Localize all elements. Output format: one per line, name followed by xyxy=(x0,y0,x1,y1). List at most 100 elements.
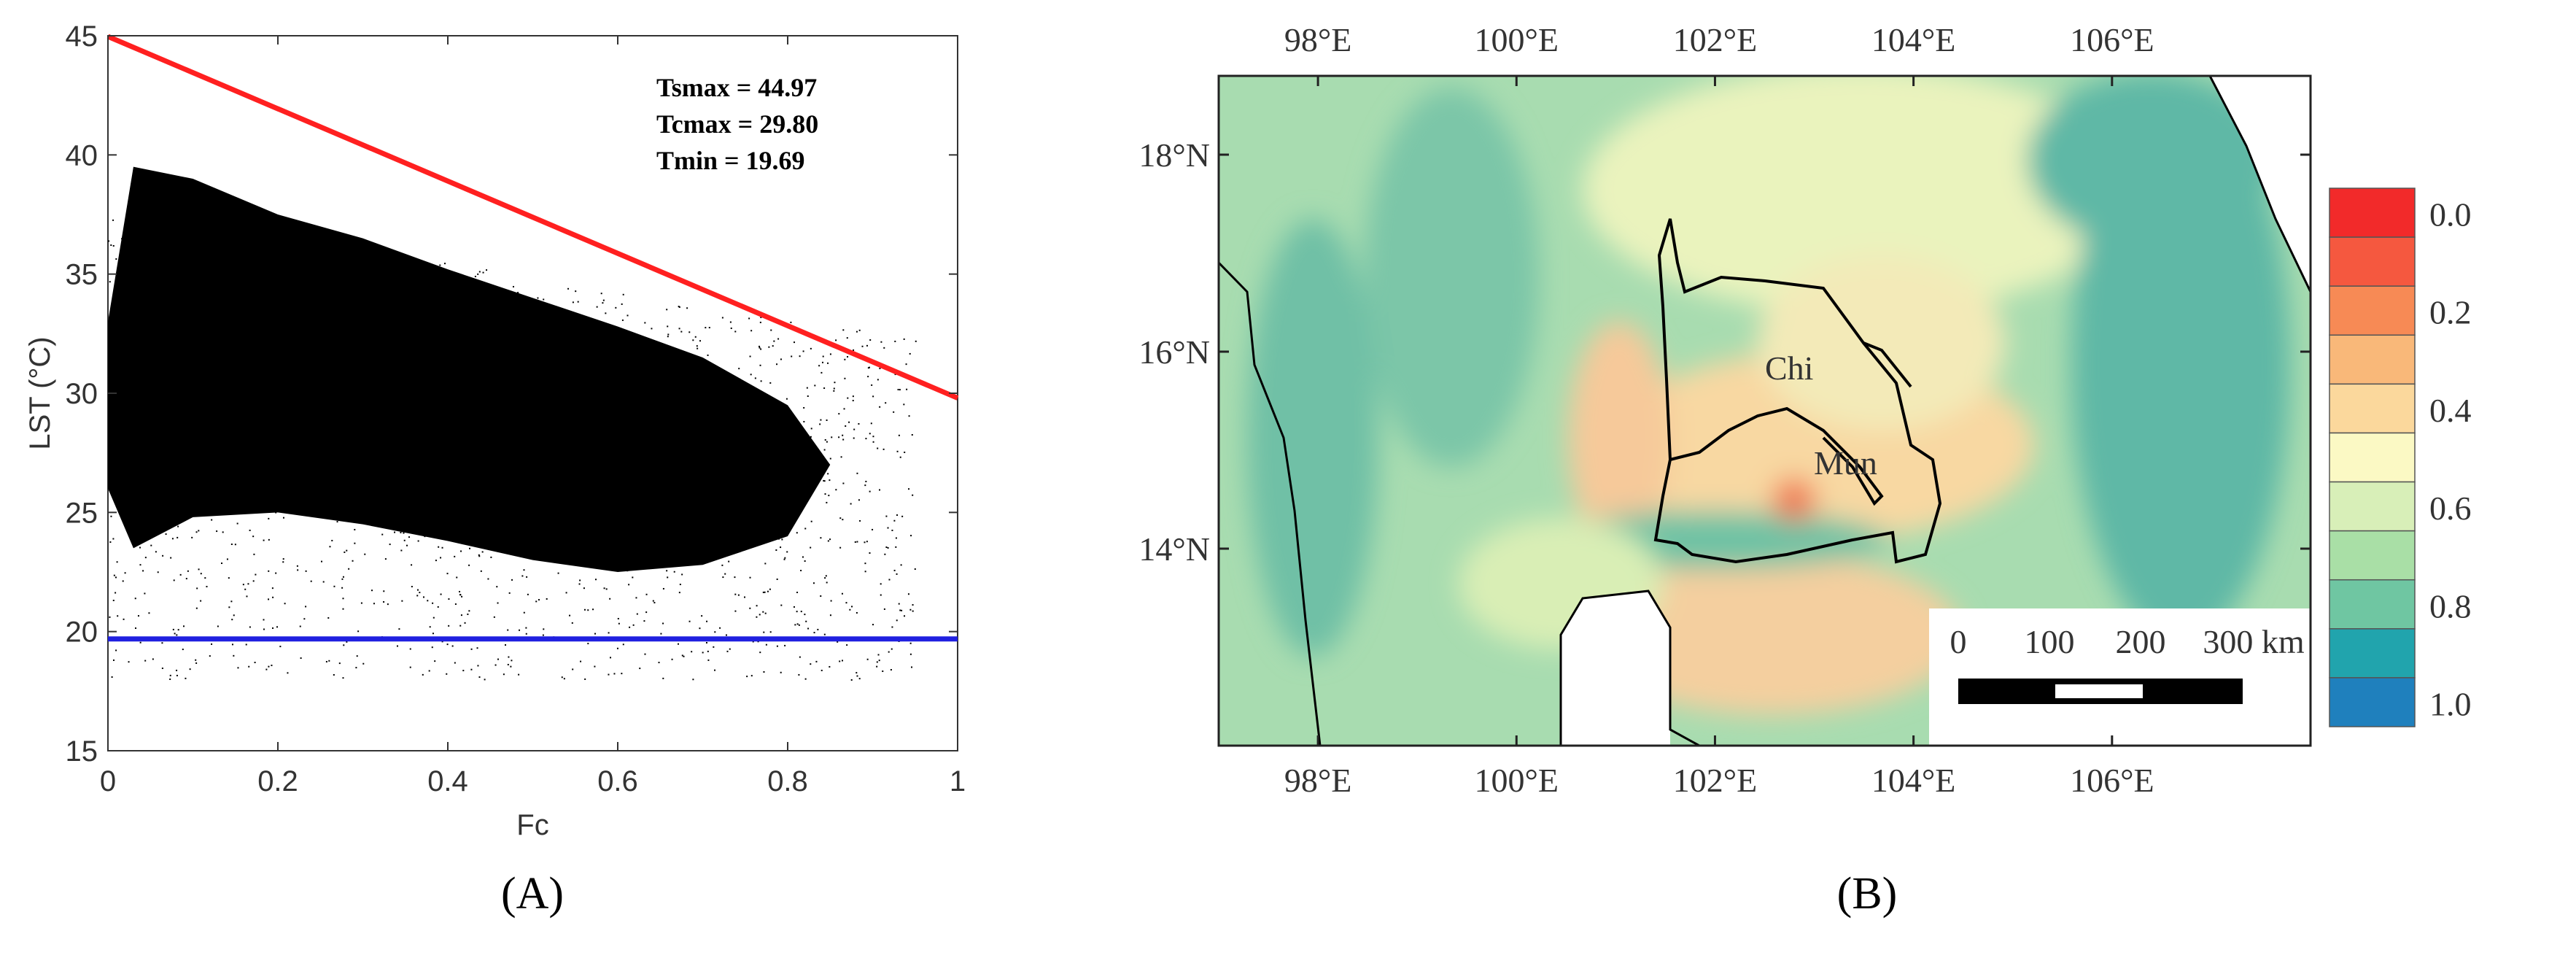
scatter-point xyxy=(265,668,268,670)
scatter-point xyxy=(342,598,344,600)
scatter-point xyxy=(419,391,422,393)
scatter-point xyxy=(249,529,251,531)
scatter-point xyxy=(357,630,360,633)
x-tick-label: 0.4 xyxy=(427,765,468,797)
scatter-point xyxy=(667,455,669,457)
scatter-point xyxy=(643,444,645,446)
scatter-point xyxy=(108,330,110,332)
scatter-point xyxy=(750,374,752,376)
scatter-point xyxy=(515,398,517,400)
scatter-point xyxy=(165,533,167,536)
scatter-point xyxy=(772,500,774,502)
scatter-point xyxy=(686,307,688,309)
scatter-point xyxy=(303,344,306,347)
scatter-point xyxy=(201,482,203,484)
scatter-point xyxy=(125,252,127,255)
scatter-point xyxy=(294,306,296,309)
scatter-point xyxy=(290,400,292,402)
scatter-point xyxy=(342,677,344,679)
scatter-point xyxy=(386,330,388,332)
scatter-point xyxy=(800,570,802,572)
scatter-point xyxy=(802,350,804,352)
scatter-point xyxy=(481,551,484,553)
scatter-point xyxy=(657,405,659,407)
scatter-point xyxy=(272,627,274,629)
scatter-point xyxy=(276,626,279,628)
scatter-point xyxy=(164,353,166,355)
scatter-point xyxy=(766,492,768,494)
scatter-point xyxy=(824,438,826,441)
scatter-point xyxy=(708,327,710,329)
scatter-point xyxy=(200,600,202,602)
scatter-point xyxy=(314,408,316,410)
scatter-point xyxy=(659,559,662,561)
scatter-point xyxy=(356,491,358,493)
scatter-point xyxy=(912,610,914,612)
scatter-point xyxy=(601,382,603,384)
map-shading xyxy=(1247,76,2290,715)
scatter-point xyxy=(263,628,265,630)
scatter-point xyxy=(642,457,644,460)
scatter-point xyxy=(170,503,172,506)
scatter-point xyxy=(774,506,776,508)
scatter-point xyxy=(645,611,648,614)
scatter-point xyxy=(903,338,905,340)
colorbar-tick-label: 0.6 xyxy=(2429,490,2472,527)
scatter-point xyxy=(432,617,435,619)
scatter-point xyxy=(272,596,274,598)
scatter-point xyxy=(762,611,764,613)
scatter-point xyxy=(626,397,628,399)
scatter-point xyxy=(818,365,820,367)
scatter-point xyxy=(150,544,152,546)
scatter-point xyxy=(269,391,271,393)
colorbar-tick-label: 1.0 xyxy=(2429,685,2472,722)
scatter-point xyxy=(305,570,307,572)
scatter-point xyxy=(644,653,646,655)
scatter-point xyxy=(893,519,896,522)
scatter-point xyxy=(341,388,344,390)
scatter-point xyxy=(440,322,442,324)
scatter-point xyxy=(253,385,255,387)
scatter-point xyxy=(446,643,449,646)
scatter-point xyxy=(723,525,725,527)
lon-label-top: 100°E xyxy=(1475,21,1559,58)
scatter-point xyxy=(346,641,348,643)
scatter-point xyxy=(236,522,238,525)
scatter-point xyxy=(760,348,762,350)
scatter-point xyxy=(131,397,133,399)
scatter-point xyxy=(717,476,719,478)
scatter-point xyxy=(328,660,330,662)
scatter-point xyxy=(309,299,311,301)
scatter-point xyxy=(870,422,872,425)
scatter-point xyxy=(120,514,122,517)
scatter-point xyxy=(713,395,715,398)
scatter-point xyxy=(804,527,807,530)
scatter-point xyxy=(429,626,431,628)
scatter-point xyxy=(272,327,274,329)
scatter-point xyxy=(509,451,511,453)
scatter-point xyxy=(812,582,815,584)
scatter-point xyxy=(477,273,479,275)
scatter-point xyxy=(820,595,822,597)
scatter-point xyxy=(604,513,606,515)
scatter-point xyxy=(344,551,346,553)
scatter-point xyxy=(501,473,503,475)
scatter-point xyxy=(675,384,678,387)
scatter-point xyxy=(406,544,408,546)
scatter-point xyxy=(233,452,235,455)
scatter-point xyxy=(821,361,823,363)
scatter-point xyxy=(384,558,387,560)
scatter-point xyxy=(530,469,532,471)
scatter-point xyxy=(803,420,805,422)
scatter-point xyxy=(496,586,498,588)
scatter-point xyxy=(686,394,688,396)
scatter-point xyxy=(729,321,732,323)
scatter-point xyxy=(829,614,831,617)
scatter-point xyxy=(496,497,498,499)
scatter-point xyxy=(842,329,845,331)
region-label-chi: Chi xyxy=(1765,349,1813,387)
scatter-point xyxy=(349,392,351,394)
scatter-point xyxy=(199,382,201,384)
scatter-point xyxy=(108,430,110,433)
scatter-point xyxy=(457,468,459,471)
